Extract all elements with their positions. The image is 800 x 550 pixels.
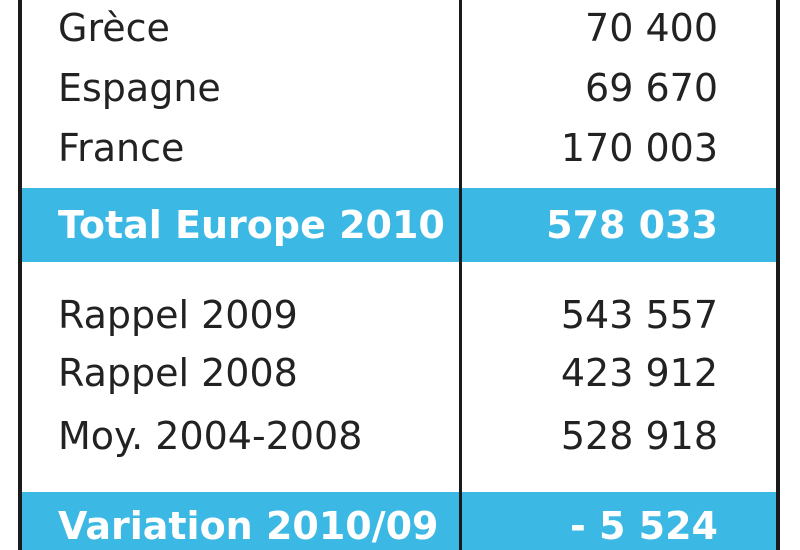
reference-value: 528 918 [560, 414, 718, 458]
row-value: 70 400 [585, 6, 718, 50]
total-label: Total Europe 2010 [58, 203, 445, 247]
total-value: 578 033 [546, 203, 718, 247]
reference-value: 543 557 [560, 293, 718, 337]
column-divider [459, 0, 462, 550]
reference-label: Rappel 2008 [58, 351, 298, 395]
variation-band [22, 492, 776, 550]
reference-label: Moy. 2004-2008 [58, 414, 363, 458]
reference-value: 423 912 [560, 351, 718, 395]
row-label: Espagne [58, 66, 221, 110]
row-value: 170 003 [560, 126, 718, 170]
reference-label: Rappel 2009 [58, 293, 298, 337]
row-label: Grèce [58, 6, 170, 50]
variation-value: - 5 524 [570, 504, 718, 548]
row-value: 69 670 [585, 66, 718, 110]
left-border [18, 0, 22, 550]
variation-label: Variation 2010/09 [58, 504, 439, 548]
total-band [22, 188, 776, 262]
row-label: France [58, 126, 185, 170]
right-border [776, 0, 780, 550]
